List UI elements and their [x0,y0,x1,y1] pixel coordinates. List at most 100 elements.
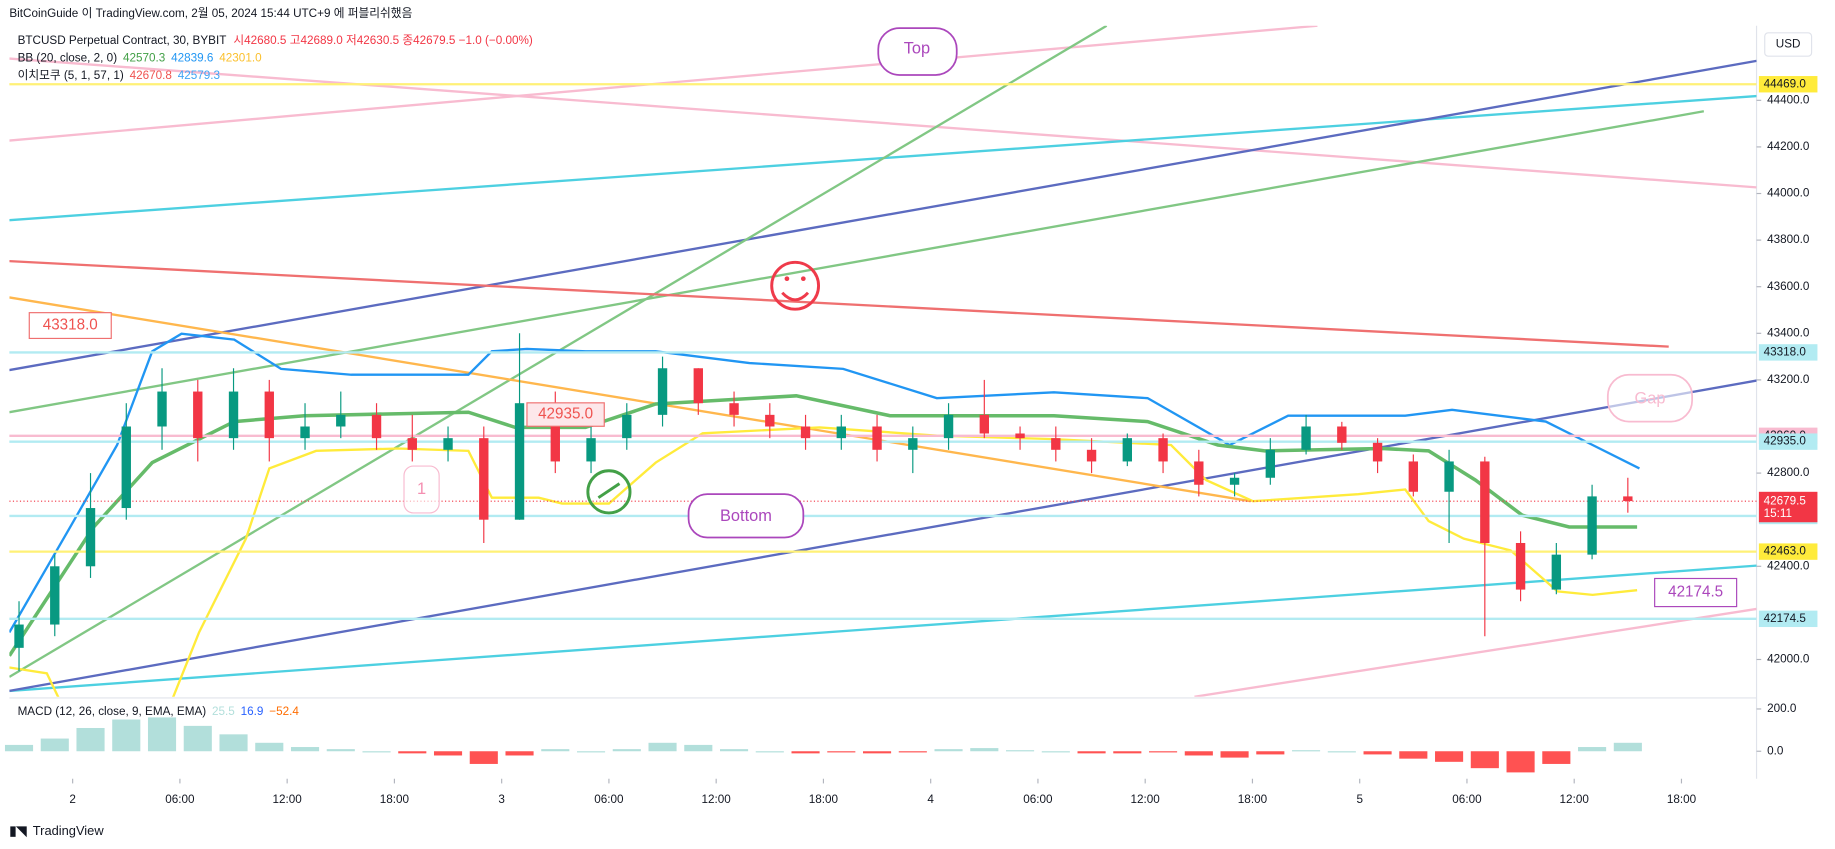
macd-bar [1613,742,1642,752]
price-note [1654,577,1738,608]
x-tick-label: 18:00 [380,793,410,806]
x-tick-label: 18:00 [809,793,839,806]
candles [14,333,1633,672]
last-price-tag [1758,491,1818,523]
macd-bar [755,751,784,753]
x-tick-label: 18:00 [1667,793,1697,806]
candle-body [1587,496,1597,555]
macd-bar [1077,751,1106,754]
x-tick-label: 12:00 [1131,793,1161,806]
counter-box [403,465,440,514]
macd-bar [1363,751,1392,755]
macd-bar [362,751,391,753]
candle-body [836,426,846,439]
y-tick-label: 43600.0 [1767,280,1810,293]
bb-name: BB (20, close, 2, 0) [18,52,118,65]
candle-body [157,391,167,427]
macd-bar [112,719,141,752]
candle-body [1408,461,1419,492]
callout [687,493,805,539]
candle-body [336,414,346,427]
candle-body [1158,438,1168,462]
legend-symbol: BTCUSD Perpetual Contract, 30, BYBIT 시426… [18,34,533,47]
macd-bar [4,744,34,752]
legend-macd: MACD (12, 26, close, 9, EMA, EMA) 25.5 16.… [18,705,300,718]
last-price-label: 42679.5 [1764,494,1807,507]
y-tick-label: 44400.0 [1767,93,1810,106]
trendline [9,379,1757,693]
macd-bar [433,751,463,756]
brand-logo: ▮◥ [9,823,27,838]
footer: TradingView [33,823,105,838]
candle-body [514,403,525,520]
x-tick-label: 06:00 [1452,793,1482,806]
x-tick-label: 18:00 [1238,793,1268,806]
macd-bar [219,734,248,752]
x-tick-label: 4 [927,793,934,806]
candle-body [1122,438,1132,462]
macd-bar [684,744,713,752]
candle-body [1515,542,1526,590]
trendline [9,564,1757,693]
candle-body [908,438,918,450]
candle-body [1623,496,1633,502]
macd-bar [970,748,999,752]
candle-body [657,368,668,415]
macd-bar [398,751,427,754]
candle-body [693,368,703,404]
macd-bar [1041,751,1070,753]
macd-bar [648,742,677,752]
macd-bar [1506,751,1535,773]
macd-y-tick-label: 200.0 [1767,702,1797,715]
macd-bar [147,717,177,752]
candle-body [479,438,489,520]
x-tick-label: 12:00 [273,793,303,806]
candle-body [979,414,989,434]
macd-bar [1113,751,1142,754]
price-tag [1758,76,1818,93]
price-note [526,402,605,427]
candle-body [1194,461,1204,485]
trendline [9,296,1251,503]
trendline [9,57,1757,189]
y-tick-label: 42400.0 [1767,559,1810,572]
macd-bar [326,749,355,752]
macd-bar [1435,751,1464,762]
x-tick-label: 3 [498,793,505,806]
candle-body [121,426,131,509]
countdown: 15:11 [1764,507,1792,520]
macd-bar [612,749,641,752]
x-tick-label: 2 [69,793,76,806]
y-tick-label: 42000.0 [1767,653,1810,666]
macd-value: −52.4 [269,705,299,718]
trendline [1194,607,1757,697]
price-tag [1758,344,1818,361]
candle-body [193,391,203,439]
annotation: 42935.0 [538,406,593,423]
macd-bar [183,725,212,752]
price-tag [1758,543,1818,560]
macd-bar [1578,747,1607,752]
callout [1606,373,1694,423]
annotation: Bottom [720,507,772,525]
candle-body [50,566,60,625]
macd-bar [505,751,534,756]
y-tick-label: 44200.0 [1767,140,1810,153]
x-tick-label: 12:00 [702,793,732,806]
macd-bar [576,751,606,753]
candle-body [1372,442,1383,462]
macd-bar [290,747,320,752]
macd-bar [898,751,927,753]
y-tick-label: 43400.0 [1767,326,1810,339]
macd-name: MACD (12, 26, close, 9, EMA, EMA) [18,705,207,718]
callout [877,27,958,76]
macd-value: 16.9 [241,705,264,718]
candle-body [443,438,453,450]
candle-body [800,426,811,439]
price-note [28,312,112,340]
macd-bar [719,749,749,752]
x-tick-label: 06:00 [165,793,195,806]
bb-lower [9,426,1638,697]
